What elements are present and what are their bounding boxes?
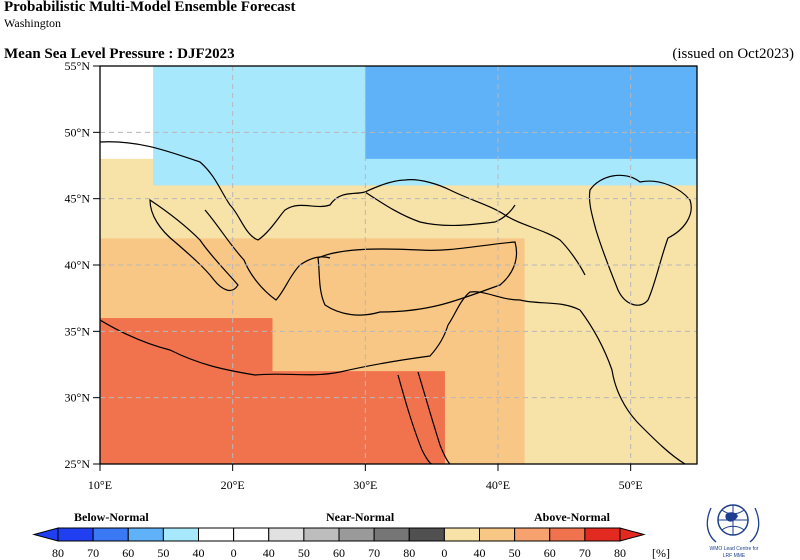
legend-label: 50 [509,546,521,560]
legend-label: 80 [403,546,415,560]
probability-fill-2 [100,318,273,464]
legend-label: 40 [263,546,275,560]
probability-fill-5 [365,66,697,159]
page-subtitle: Washington [4,16,62,30]
page-title: Probabilistic Multi-Model Ensemble Forec… [4,0,296,15]
legend-label: 40 [193,546,205,560]
coastline-black-sea [364,191,516,227]
lat-tick-label: 30°N [65,391,91,405]
lon-tick-label: 10°E [88,478,112,492]
lon-tick-label: 30°E [353,478,377,492]
legend-label: 60 [333,546,345,560]
lat-tick-label: 35°N [65,324,91,338]
legend-label: 80 [52,546,64,560]
lat-tick-label: 25°N [65,457,91,471]
legend-category-above: Above-Normal [534,510,610,524]
legend-swatch [57,527,94,542]
legend-unit: [%] [652,546,670,560]
legend-swatch [127,527,164,542]
coastlines [100,141,692,464]
legend-swatch [303,527,340,542]
globe-landmass [725,512,738,522]
lon-tick-label: 40°E [486,478,510,492]
lat-tick-label: 45°N [65,192,91,206]
coastline-north-africa [100,319,449,376]
lon-tick-label: 50°E [619,478,643,492]
coastline-caspian [588,174,692,306]
legend-swatch [514,527,551,542]
legend-label: 50 [298,546,310,560]
legend-swatch [479,527,516,542]
probability-fill-3 [259,371,445,464]
wmo-logo [706,504,760,543]
lat-tick-label: 50°N [65,125,91,139]
coastline-levant [447,291,581,326]
legend-arrow-left [32,527,59,542]
coastline-anatolia [317,241,518,316]
legend-swatch [92,527,129,542]
legend-swatch [443,527,480,542]
logo-caption-line1: WMO Lead Centre for [709,546,759,552]
probability-cells [100,66,697,464]
lat-tick-label: 40°N [65,258,91,272]
laurel-wreath [706,507,760,543]
coastline-arabia [579,309,686,464]
legend-label: 60 [544,546,556,560]
logo-caption-line2: LRF MME [722,553,746,559]
legend-arrow-right [619,527,646,542]
legend-label: 70 [87,546,99,560]
legend-swatch [584,527,621,542]
legend-category-below: Below-Normal [74,510,149,524]
legend-swatch [408,527,445,542]
coastline-italy [149,198,239,292]
issued-date: (issued on Oct2023) [672,46,794,62]
legend-swatch [373,527,410,542]
graticule [99,66,697,464]
coastline-red-sea [397,371,451,464]
coastline-balkans [204,209,331,301]
legend-label: 70 [579,546,591,560]
legend-swatch [338,527,375,542]
legend-category-near: Near-Normal [326,510,395,524]
lat-tick-label: 55°N [65,59,91,73]
legend-swatch [549,527,586,542]
legend-swatch [233,527,270,542]
axis-tick-labels: 10°E 20°E 30°E 40°E 50°E 25°N 30°N 35°N 40°N 45°N… [65,59,643,492]
legend-label: 60 [122,546,134,560]
axis-ticks [93,65,632,471]
legend-swatch [198,527,235,542]
variable-title: Mean Sea Level Pressure : DJF2023 [4,46,235,62]
probability-legend: 80 70 60 50 40 0 40 50 60 70 80 0 40 50 60 70 80 [%] [32,527,670,560]
legend-label: 50 [157,546,169,560]
legend-label: 40 [474,546,486,560]
legend-label: 0 [231,546,237,560]
legend-swatch [268,527,305,542]
legend-label: 70 [368,546,380,560]
legend-swatch [162,527,199,542]
legend-label: 0 [441,546,447,560]
lon-tick-label: 20°E [221,478,245,492]
legend-label: 80 [614,546,626,560]
